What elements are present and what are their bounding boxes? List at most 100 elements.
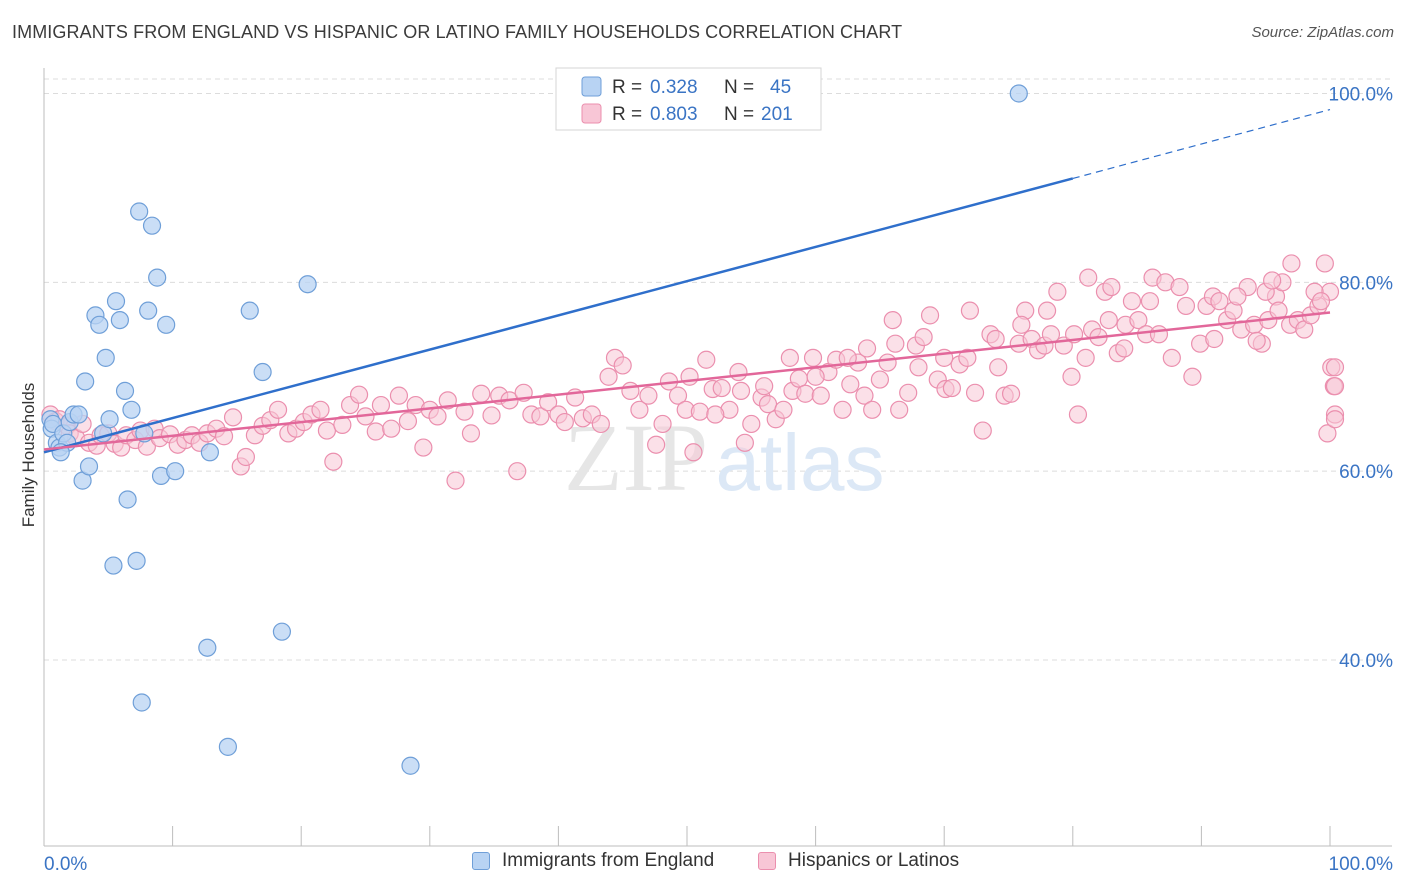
hispanics-point (366, 422, 385, 441)
hispanics-point (857, 339, 877, 358)
hispanics-point (1263, 271, 1282, 290)
hispanics-point (333, 415, 352, 434)
hispanics-point (539, 393, 558, 412)
hispanics-point (1205, 329, 1224, 349)
hispanics-point (349, 385, 369, 404)
trend-lines (43, 108, 1331, 454)
hispanics-point (1099, 310, 1118, 330)
hispanics-point (890, 400, 909, 419)
hispanics-point (1170, 277, 1189, 297)
hispanics-point (591, 414, 610, 434)
england-point (1009, 84, 1028, 103)
hispanics-point (508, 462, 527, 481)
y-axis-label: Family Households (19, 383, 38, 528)
x-tick-label-min: 0.0% (44, 854, 87, 875)
hispanics-point (965, 383, 985, 402)
england-point (298, 275, 317, 294)
england-point (166, 462, 185, 481)
hispanics-point (630, 400, 649, 419)
hispanics-trend-line (43, 311, 1331, 451)
legend-swatch-hispanics (758, 852, 776, 870)
hispanics-point (236, 447, 256, 467)
hispanics-point (899, 383, 918, 402)
hispanics-point (1325, 377, 1345, 396)
hispanics-point (1162, 348, 1181, 367)
hispanics-point (482, 406, 501, 425)
hispanics-point (446, 471, 465, 490)
correlation-legend: R = 0.328 N = 45 R = 0.803 N = 201 (555, 67, 822, 131)
legend-swatch-england (472, 852, 490, 870)
legend-label-hispanics: Hispanics or Latinos (788, 850, 960, 871)
hispanics-point (803, 348, 823, 367)
legend-item-england: Immigrants from England (472, 850, 714, 872)
hispanics-point (1062, 367, 1081, 386)
hispanics-point (712, 378, 731, 398)
england-point (218, 737, 237, 756)
hispanics-point (886, 334, 905, 353)
england-point (115, 381, 135, 401)
hispanics-point (833, 400, 852, 419)
legend-r-value-2: 0.803 (650, 104, 698, 125)
watermark-atlas: atlas (716, 418, 885, 507)
hispanics-point (706, 405, 725, 424)
hispanics-point (428, 407, 447, 426)
legend-n-label-1: N = (724, 77, 754, 98)
hispanics-point (1012, 315, 1031, 334)
hispanics-point (1129, 310, 1148, 330)
hispanics-point (639, 386, 658, 405)
hispanics-point (742, 414, 761, 434)
y-tick-label-40: 40.0% (1339, 651, 1393, 672)
hispanics-point (653, 414, 672, 434)
hispanics-point (920, 306, 940, 325)
hispanics-point (398, 412, 418, 431)
hispanics-point (883, 310, 902, 330)
england-point (401, 756, 420, 775)
hispanics-point (774, 400, 793, 419)
hispanics-point (973, 421, 992, 440)
england-point (272, 622, 292, 641)
england-point (69, 405, 88, 424)
hispanics-point (780, 348, 799, 367)
legend-n-value-1: 45 (770, 77, 791, 98)
hispanics-point (806, 367, 825, 386)
hispanics-point (1037, 301, 1057, 320)
hispanics-point (371, 395, 391, 415)
hispanics-point (986, 329, 1005, 349)
england-point (148, 268, 167, 287)
legend-n-value-2: 201 (761, 104, 793, 125)
legend-swatch-blue (581, 76, 602, 97)
england-point (90, 315, 109, 334)
hispanics-point (870, 370, 890, 389)
hispanics-point (960, 301, 980, 320)
hispanics-point (613, 356, 632, 375)
england-point (200, 443, 219, 462)
hispanics-point (942, 378, 962, 398)
hispanics-point (838, 348, 857, 367)
hispanics-point (697, 350, 716, 369)
legend-n-label-2: N = (724, 104, 754, 125)
y-tick-label-60: 60.0% (1339, 462, 1393, 483)
hispanics-point (914, 327, 933, 347)
england-points (41, 84, 1028, 775)
hispanics-point (311, 400, 330, 419)
hispanics-point (1318, 424, 1337, 443)
hispanics-point (389, 386, 409, 405)
legend-swatch-pink (581, 103, 602, 124)
england-point (110, 310, 129, 330)
y-tick-label-100: 100.0% (1329, 84, 1394, 105)
hispanics-point (878, 353, 897, 372)
hispanics-point (1228, 287, 1247, 306)
y-tick-labels: 40.0% 60.0% 80.0% 100.0% (1329, 84, 1394, 672)
england-point (253, 362, 272, 382)
hispanics-point (647, 435, 666, 454)
hispanics-point (863, 400, 882, 419)
england-trend-extension (1072, 108, 1331, 180)
hispanics-point (958, 348, 977, 367)
hispanics-point (1149, 325, 1169, 344)
england-point (157, 315, 176, 334)
axes (43, 68, 1392, 847)
hispanics-point (472, 384, 491, 403)
hispanics-point (223, 408, 243, 427)
hispanics-point (731, 381, 751, 401)
